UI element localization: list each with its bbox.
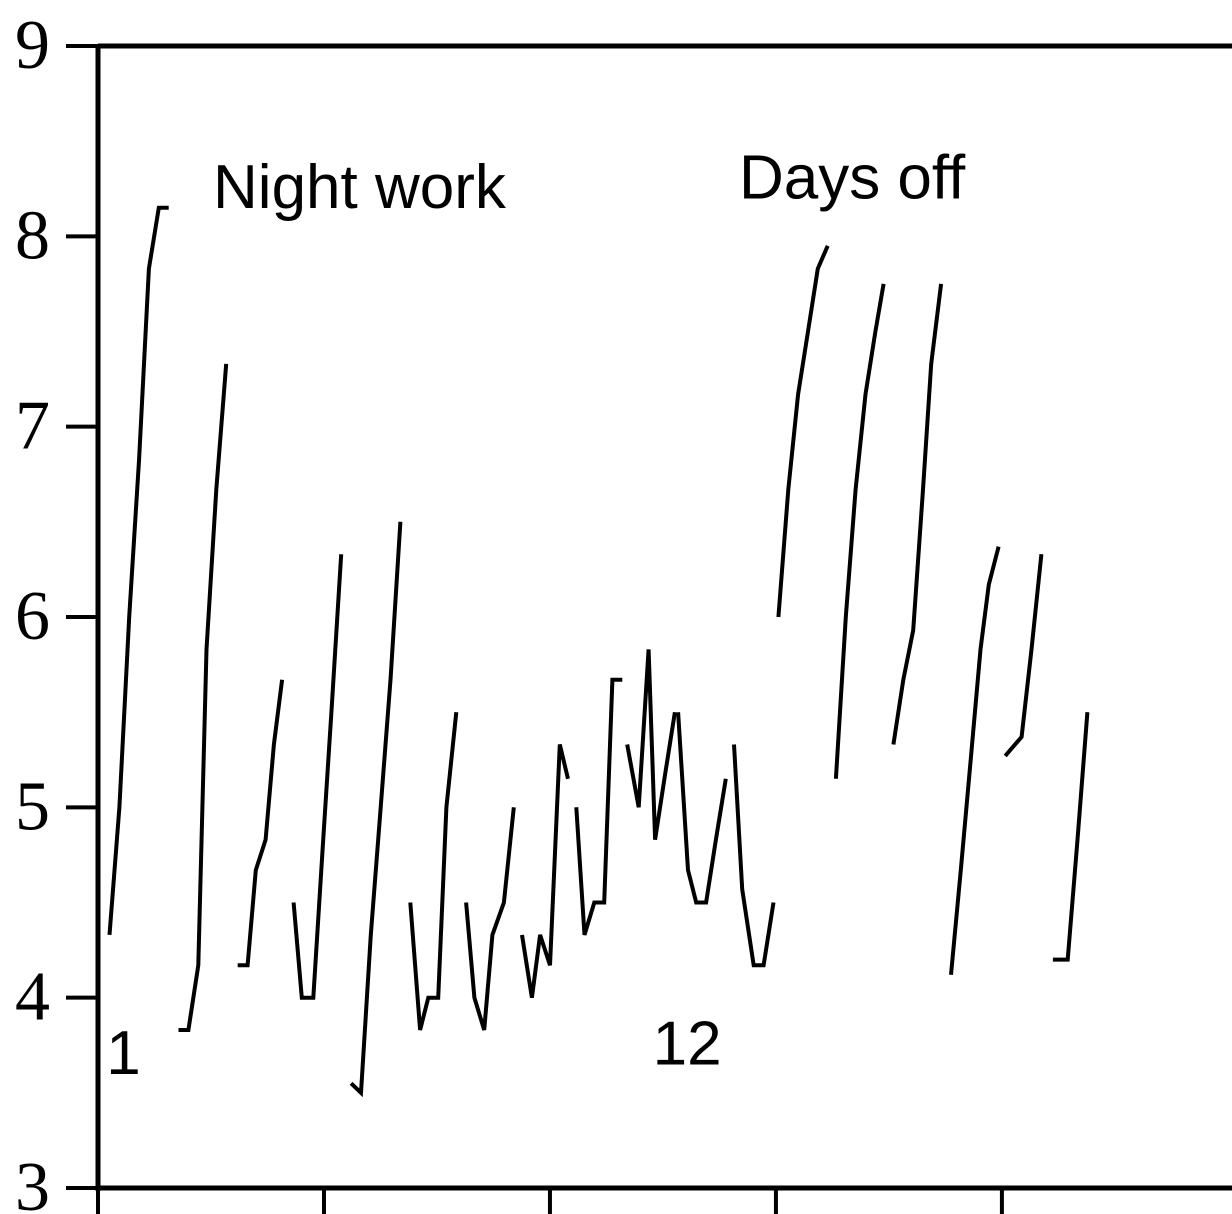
y-tick-label: 9 [15, 7, 50, 84]
series-line-6 [408, 711, 459, 1031]
series-line-13 [776, 245, 830, 618]
series-line-16 [949, 546, 1001, 975]
series-line-9 [574, 677, 623, 936]
series-line-8 [520, 744, 570, 999]
series-layer [107, 205, 1090, 1098]
y-tick-label: 7 [15, 388, 50, 465]
series-line-4 [291, 554, 344, 1000]
y-tick-label: 4 [15, 959, 50, 1036]
series-line-17 [1003, 553, 1044, 758]
series-line-18 [1052, 712, 1090, 962]
series-line-3 [237, 679, 285, 968]
y-tick-label: 3 [15, 1149, 50, 1214]
y-axis-ticks: 9 8 7 6 5 4 3 [15, 7, 98, 1214]
series-line-10 [625, 649, 677, 841]
annotation-4: 12 [653, 1009, 722, 1078]
series-line-2 [178, 363, 229, 1032]
series-line-12 [732, 744, 776, 968]
series-line-7 [464, 807, 516, 1031]
series-line-11 [676, 712, 728, 905]
y-tick-label: 8 [15, 197, 50, 274]
annotation-3: 1 [106, 1019, 140, 1088]
y-tick-label: 5 [15, 768, 50, 845]
x-axis-ticks [96, 1188, 1004, 1214]
y-tick-label: 6 [15, 578, 50, 655]
annotation-1: Night work [213, 153, 507, 222]
annotation-2: Days off [739, 143, 966, 212]
series-line-14 [833, 283, 886, 779]
series-line-1 [107, 205, 169, 936]
series-line-15 [891, 283, 944, 745]
series-line-5 [349, 521, 403, 1098]
annotation-layer: Night work Days off 1 12 [106, 143, 966, 1088]
